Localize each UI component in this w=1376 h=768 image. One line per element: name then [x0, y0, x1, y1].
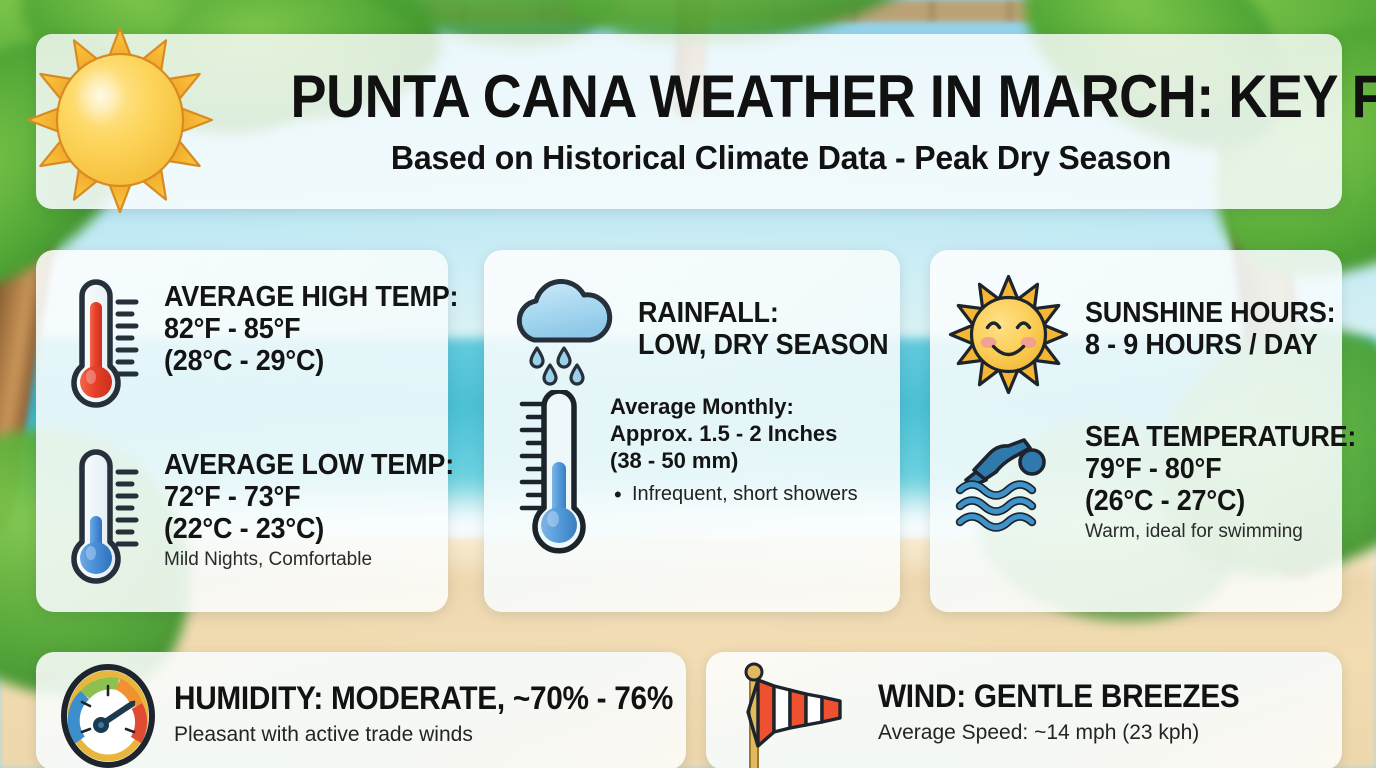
- swimmer-icon: [955, 438, 1046, 532]
- average-low-temp-celsius: (22°C - 23°C): [164, 512, 325, 545]
- sea-temperature-celsius: (26°C - 27°C): [1085, 484, 1246, 517]
- sea-temperature-fahrenheit: 79°F - 80°F: [1085, 452, 1222, 485]
- fact-sea-temperature: SEA TEMPERATURE: 79°F - 80°F (26°C - 27°…: [946, 418, 1376, 543]
- humidity-label: HUMIDITY: MODERATE, ~70% - 76%: [174, 680, 674, 716]
- rainfall-inches: Approx. 1.5 - 2 Inches: [610, 420, 838, 446]
- fact-average-high-temp: AVERAGE HIGH TEMP: 82°F - 85°F (28°C - 2…: [58, 274, 481, 414]
- rainfall-bullet: Infrequent, short showers: [610, 481, 858, 509]
- thermometer-cold-icon: [71, 449, 139, 584]
- rain-cloud-icon-box: [504, 272, 624, 387]
- rainfall-millimeters: (38 - 50 mm): [610, 447, 739, 473]
- wind-note: Average Speed: ~14 mph (23 kph): [878, 721, 1200, 744]
- fact-rainfall-details: Average Monthly: Approx. 1.5 - 2 Inches …: [504, 390, 858, 565]
- fact-humidity: HUMIDITY: MODERATE, ~70% - 76% Pleasant …: [56, 664, 711, 768]
- sun-icon: [26, 26, 214, 214]
- windsock-icon-box: [724, 656, 864, 768]
- fact-sunshine-hours: SUNSHINE HOURS: 8 - 9 HOURS / DAY: [946, 272, 1354, 397]
- card-wind: WIND: GENTLE BREEZES Average Speed: ~14 …: [706, 652, 1342, 768]
- page-subtitle: Based on Historical Climate Data - Peak …: [390, 138, 1172, 176]
- header-banner: PUNTA CANA WEATHER IN MARCH: KEY FACTS B…: [36, 34, 1376, 209]
- swimmer-icon-box: [946, 418, 1071, 543]
- sunshine-hours-label: SUNSHINE HOURS:: [1085, 297, 1336, 329]
- fact-rainfall-heading: RAINFALL: LOW, DRY SEASON: [504, 272, 907, 387]
- average-low-temp-fahrenheit: 72°F - 73°F: [164, 480, 301, 513]
- average-high-temp-label: AVERAGE HIGH TEMP:: [164, 281, 459, 313]
- card-sunshine-sea: SUNSHINE HOURS: 8 - 9 HOURS / DAY: [930, 250, 1356, 612]
- average-high-temp-text: AVERAGE HIGH TEMP: 82°F - 85°F (28°C - 2…: [164, 274, 481, 378]
- average-high-temp-celsius: (28°C - 29°C): [164, 344, 325, 377]
- thermometer-hot-icon: [71, 279, 139, 408]
- wind-text: WIND: GENTLE BREEZES Average Speed: ~14 …: [878, 656, 1267, 745]
- rainfall-heading-text: RAINFALL: LOW, DRY SEASON: [638, 272, 907, 362]
- card-humidity: HUMIDITY: MODERATE, ~70% - 76% Pleasant …: [36, 652, 686, 768]
- average-low-temp-text: AVERAGE LOW TEMP: 72°F - 73°F (22°C - 23…: [164, 442, 476, 571]
- average-low-temp-label: AVERAGE LOW TEMP:: [164, 449, 455, 481]
- sunshine-hours-value: 8 - 9 HOURS / DAY: [1085, 328, 1318, 361]
- average-high-temp-fahrenheit: 82°F - 85°F: [164, 312, 301, 345]
- smiling-sun-icon-box: [946, 272, 1071, 397]
- card-rainfall: RAINFALL: LOW, DRY SEASON: [484, 250, 900, 612]
- header-text-group: PUNTA CANA WEATHER IN MARCH: KEY FACTS B…: [236, 62, 1376, 177]
- sea-temperature-note: Warm, ideal for swimming: [1085, 520, 1303, 542]
- fact-average-low-temp: AVERAGE LOW TEMP: 72°F - 73°F (22°C - 23…: [58, 442, 476, 592]
- page-title: PUNTA CANA WEATHER IN MARCH: KEY FACTS: [290, 62, 1376, 130]
- rain-cloud-icon: [516, 278, 613, 386]
- humidity-note: Pleasant with active trade winds: [174, 723, 473, 746]
- windsock-icon: [744, 662, 842, 768]
- fact-wind: WIND: GENTLE BREEZES Average Speed: ~14 …: [724, 656, 1267, 768]
- rainfall-label-2: LOW, DRY SEASON: [638, 328, 889, 361]
- humidity-gauge-icon-box: [56, 664, 160, 768]
- rainfall-label: RAINFALL:: [638, 297, 779, 329]
- humidity-gauge-icon: [61, 664, 155, 768]
- humidity-text: HUMIDITY: MODERATE, ~70% - 76% Pleasant …: [174, 664, 711, 747]
- rainfall-average-label: Average Monthly:: [610, 394, 794, 419]
- sunshine-hours-text: SUNSHINE HOURS: 8 - 9 HOURS / DAY: [1085, 272, 1354, 362]
- thermometer-rain-icon-box: [504, 390, 596, 565]
- wind-label: WIND: GENTLE BREEZES: [878, 678, 1240, 714]
- rainfall-details-text: Average Monthly: Approx. 1.5 - 2 Inches …: [610, 390, 858, 509]
- thermometer-rain-icon: [519, 390, 586, 554]
- thermometer-cold-icon-box: [58, 442, 150, 592]
- smiling-sun-icon: [948, 274, 1069, 395]
- sea-temperature-label: SEA TEMPERATURE:: [1085, 421, 1357, 453]
- average-low-temp-note: Mild Nights, Comfortable: [164, 548, 373, 570]
- card-temperatures: AVERAGE HIGH TEMP: 82°F - 85°F (28°C - 2…: [36, 250, 459, 612]
- thermometer-hot-icon-box: [58, 274, 150, 414]
- sea-temperature-text: SEA TEMPERATURE: 79°F - 80°F (26°C - 27°…: [1085, 418, 1376, 543]
